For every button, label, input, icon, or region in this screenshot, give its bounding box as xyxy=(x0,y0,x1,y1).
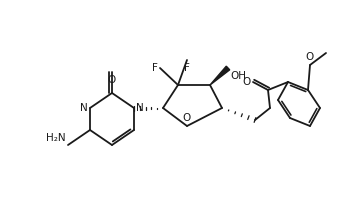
Polygon shape xyxy=(210,66,230,85)
Text: H₂N: H₂N xyxy=(46,133,66,143)
Text: N: N xyxy=(136,103,144,113)
Text: F: F xyxy=(184,63,190,73)
Text: O: O xyxy=(243,77,251,87)
Text: O: O xyxy=(306,52,314,62)
Text: O: O xyxy=(108,75,116,85)
Text: N: N xyxy=(80,103,88,113)
Text: OH: OH xyxy=(230,71,246,81)
Text: F: F xyxy=(152,63,158,73)
Text: O: O xyxy=(183,113,191,123)
